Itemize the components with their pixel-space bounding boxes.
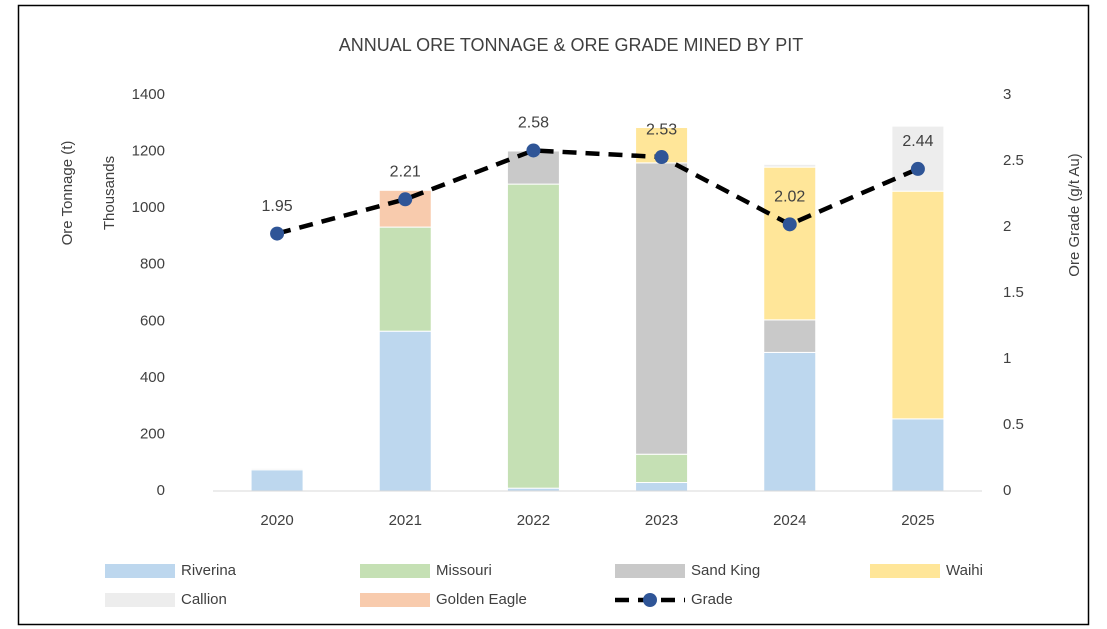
grade-marker [526,143,541,158]
legend-label: Grade [691,591,733,608]
y-tick-label: 200 [140,425,165,442]
x-tick-label: 2024 [773,512,806,529]
x-tick-label: 2020 [260,512,293,529]
legend-swatch [360,593,430,607]
data-label: 2.53 [646,121,677,138]
legend-swatch [105,593,175,607]
bar-segment [378,226,432,332]
bar-segment [250,467,304,471]
grade-marker [782,217,797,232]
y-tick-label: 1000 [132,199,165,216]
data-label: 2.44 [902,133,933,150]
y2-tick-label: 2 [1003,218,1011,235]
bar-segment [635,453,689,484]
bar-segment [635,162,689,455]
legend-label: Callion [181,591,227,608]
y-tick-label: 1400 [132,86,165,103]
y2-tick-label: 1 [1003,350,1011,367]
legend-label: Riverina [181,562,237,579]
y-tick-label: 0 [157,482,165,499]
grade-marker [270,226,285,241]
legend-swatch [360,564,430,578]
bar-segment [763,163,817,168]
data-label: 2.58 [518,115,549,132]
legend-label: Sand King [691,562,760,579]
x-tick-label: 2023 [645,512,678,529]
y2-tick-label: 1.5 [1003,284,1024,301]
grade-marker [654,150,669,165]
grade-line [276,148,919,236]
chart-title: ANNUAL ORE TONNAGE & ORE GRADE MINED BY … [339,35,803,55]
x-tick-label: 2025 [901,512,934,529]
y-unit-label: Thousands [101,156,118,230]
bar-segment [506,183,560,489]
data-label: 2.02 [774,189,805,206]
grade-marker [398,192,413,207]
bar-segment [763,166,817,321]
legend-label: Waihi [946,562,983,579]
grade-marker [910,161,925,176]
bar-segment [250,469,304,492]
data-label: 1.95 [262,198,293,215]
legend-swatch [615,564,685,578]
y-tick-label: 1200 [132,143,165,160]
bar-segment [378,330,432,492]
y2-axis-label: Ore Grade (g/t Au) [1066,153,1083,276]
x-tick-label: 2021 [389,512,422,529]
bar-segment [891,418,945,492]
bar-segment [763,319,817,353]
y2-tick-label: 2.5 [1003,152,1024,169]
y-tick-label: 800 [140,256,165,273]
legend-marker [643,593,657,607]
bar-segment [891,125,945,192]
legend-label: Missouri [436,562,492,579]
y-tick-label: 600 [140,312,165,329]
bar-segment [763,351,817,492]
y2-tick-label: 0.5 [1003,416,1024,433]
x-tick-label: 2022 [517,512,550,529]
legend-label: Golden Eagle [436,591,527,608]
legend-swatch [870,564,940,578]
data-label: 2.21 [390,163,421,180]
y-axis-label: Ore Tonnage (t) [59,141,76,246]
y-tick-label: 400 [140,369,165,386]
y2-tick-label: 3 [1003,86,1011,103]
y2-tick-label: 0 [1003,482,1011,499]
legend-swatch [105,564,175,578]
bar-segment [891,190,945,420]
bar-segment [635,482,689,492]
